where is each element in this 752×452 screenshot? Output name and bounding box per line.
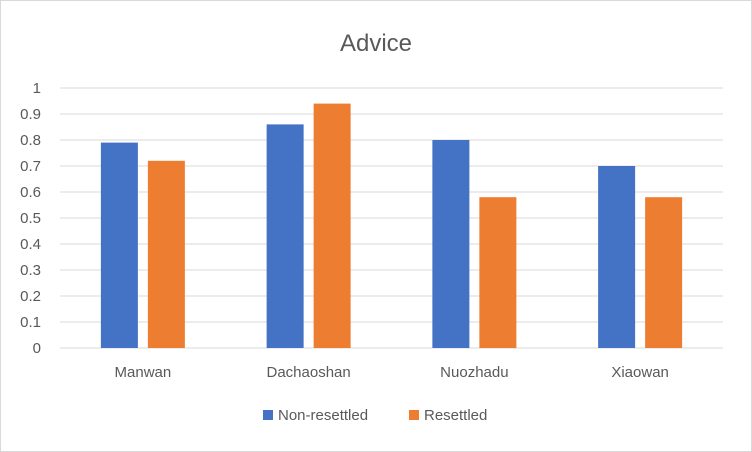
y-tick-label: 0.8 (20, 132, 41, 149)
y-tick-label: 0.5 (20, 210, 41, 227)
y-tick-label: 1 (33, 80, 41, 97)
y-tick-label: 0 (33, 340, 41, 357)
y-tick-label: 0.6 (20, 184, 41, 201)
legend-label: Non-resettled (278, 407, 368, 424)
bar-non-resettled-manwan (100, 142, 138, 348)
bar-resettled-nuozhadu (479, 197, 517, 348)
bar-non-resettled-dachaoshan (266, 124, 304, 349)
y-tick-label: 0.3 (20, 262, 41, 279)
bar-non-resettled-xiaowan (598, 166, 636, 348)
legend-swatch (263, 410, 273, 420)
x-category-label: Xiaowan (611, 364, 669, 381)
bar-non-resettled-nuozhadu (432, 140, 470, 348)
legend: Non-resettled Resettled (263, 407, 487, 424)
y-tick-label: 0.9 (20, 106, 41, 123)
y-tick-label: 0.4 (20, 236, 41, 253)
y-axis-ticks: 0 0.1 0.2 0.3 0.4 0.5 0.6 0.7 0.8 0.9 1 (20, 80, 41, 357)
bar-resettled-manwan (147, 160, 185, 348)
chart-title: Advice (340, 30, 412, 57)
x-category-label: Dachaoshan (267, 364, 351, 381)
y-tick-label: 0.7 (20, 158, 41, 175)
bars (100, 103, 683, 349)
x-category-label: Nuozhadu (440, 364, 508, 381)
bar-resettled-dachaoshan (313, 103, 351, 348)
legend-swatch (409, 410, 419, 420)
y-tick-label: 0.1 (20, 314, 41, 331)
bar-resettled-xiaowan (645, 197, 683, 348)
y-tick-label: 0.2 (20, 288, 41, 305)
x-category-label: Manwan (115, 364, 172, 381)
legend-label: Resettled (424, 407, 487, 424)
x-axis-categories: Manwan Dachaoshan Nuozhadu Xiaowan (115, 364, 669, 381)
